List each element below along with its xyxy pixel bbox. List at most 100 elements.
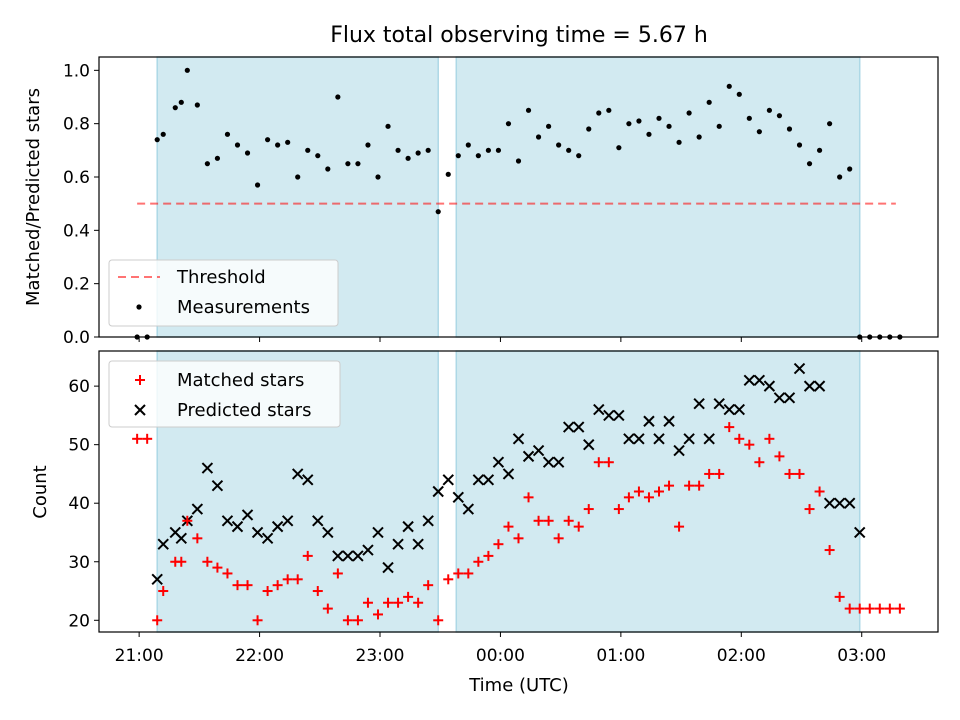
predicted-point: [502, 468, 515, 480]
predicted-point-b: [422, 515, 434, 527]
matched-point: [232, 580, 243, 591]
measurement-point: [756, 129, 762, 135]
measurement-point: [365, 142, 371, 148]
matched-point: [272, 580, 283, 591]
predicted-point-b: [412, 538, 424, 550]
ratio-y-axis-label: Matched/Predicted stars: [23, 88, 44, 306]
x-tick-label: 22:00: [235, 646, 284, 666]
predicted-point: [723, 403, 735, 416]
predicted-point: [653, 433, 665, 445]
measurement-point: [837, 174, 843, 180]
predicted-point: [854, 526, 866, 539]
ratio-y-tick-label: 0.6: [63, 168, 90, 188]
measurement-point: [576, 153, 582, 159]
predicted-point-b: [713, 397, 725, 410]
predicted-point-b: [151, 573, 163, 586]
matched-point: [473, 556, 484, 567]
measurement-point: [244, 150, 251, 156]
measurement-point: [265, 137, 271, 143]
predicted-point: [292, 468, 304, 480]
measurement-point: [786, 126, 793, 132]
matched-point: [493, 539, 504, 550]
matched-point: [453, 568, 464, 579]
matched-point: [292, 574, 303, 585]
measurement-point: [178, 99, 184, 105]
legend-matched-swatch: [135, 375, 145, 385]
predicted-point-b: [803, 380, 816, 392]
predicted-point-b: [372, 526, 384, 539]
predicted-point: [191, 503, 204, 515]
measurement-point: [566, 147, 572, 153]
matched-point: [142, 433, 153, 444]
measurement-point: [184, 67, 190, 73]
measurement-point: [636, 118, 642, 124]
matched-point: [262, 586, 273, 597]
predicted-point-b: [402, 520, 414, 533]
predicted-point-b: [653, 433, 665, 445]
predicted-point: [733, 403, 745, 416]
matched-point: [834, 591, 845, 602]
predicted-point-b: [773, 392, 786, 404]
matched-point: [443, 574, 454, 585]
measurement-point: [485, 147, 491, 153]
predicted-point-b: [693, 397, 705, 410]
predicted-point: [713, 397, 725, 410]
x-tick-label: 21:00: [115, 646, 164, 666]
predicted-point-b: [362, 544, 374, 556]
predicted-point: [753, 374, 766, 386]
measurement-point: [686, 110, 692, 116]
measurement-point: [465, 142, 471, 148]
ratio-y-tick-label: 0.2: [63, 275, 90, 295]
measurement-point: [505, 121, 512, 127]
ratio-y-tick-label: 0.0: [63, 328, 90, 348]
measurement-point: [666, 123, 672, 129]
measurement-point: [172, 105, 178, 111]
predicted-point: [231, 520, 244, 533]
predicted-point-b: [673, 444, 685, 457]
predicted-point-b: [552, 456, 565, 468]
matched-point: [192, 533, 203, 544]
x-tick-label: 01:00: [596, 646, 645, 666]
matched-point: [603, 457, 614, 468]
predicted-point-b: [823, 497, 836, 509]
matched-point: [513, 533, 524, 544]
predicted-point: [342, 550, 354, 562]
matched-point: [553, 533, 564, 544]
predicted-point: [382, 561, 394, 574]
matched-point: [784, 468, 795, 479]
predicted-point: [663, 415, 675, 427]
count-y-tick-label: 30: [68, 553, 90, 573]
matched-point: [814, 486, 825, 497]
legend-measurements-swatch: [136, 304, 142, 310]
predicted-point: [157, 538, 169, 550]
predicted-point: [512, 433, 525, 445]
matched-point: [724, 422, 735, 433]
x-tick-label: 23:00: [356, 646, 405, 666]
measurement-point: [285, 139, 291, 145]
measurement-point: [776, 113, 783, 119]
legend-matched-label: Matched stars: [177, 370, 304, 391]
measurement-point: [806, 161, 813, 167]
predicted-point: [302, 474, 314, 486]
matched-point: [332, 568, 343, 579]
matched-point: [623, 492, 634, 503]
matched-point: [483, 550, 494, 561]
matched-point: [563, 515, 574, 526]
predicted-point: [683, 433, 695, 445]
matched-point: [302, 550, 313, 561]
matched-point: [704, 468, 715, 479]
ratio-y-tick-label: 1.0: [63, 61, 90, 81]
predicted-point-b: [753, 374, 766, 386]
matched-point: [774, 451, 785, 462]
matched-point: [794, 468, 805, 479]
matched-point: [694, 480, 705, 491]
matched-point: [383, 597, 394, 608]
predicted-point: [482, 474, 495, 486]
predicted-point: [673, 444, 685, 457]
predicted-point-b: [743, 374, 756, 386]
matched-point: [714, 468, 725, 479]
ratio-legend: Threshold Measurements: [108, 259, 339, 327]
measurement-point: [224, 131, 231, 137]
measurement-point: [275, 142, 281, 148]
predicted-point-b: [843, 497, 856, 509]
